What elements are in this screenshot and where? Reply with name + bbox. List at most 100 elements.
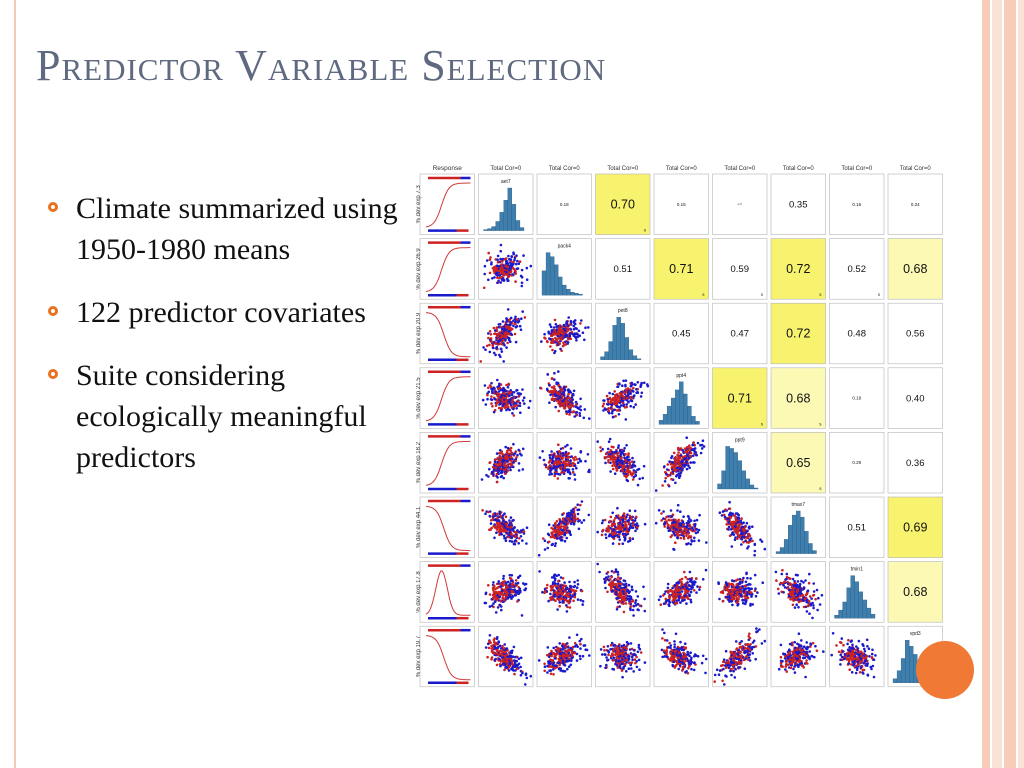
scatter-point	[744, 597, 747, 600]
scatter-point	[559, 585, 562, 588]
scatter-point	[488, 271, 492, 275]
scatter-point	[508, 595, 511, 598]
scatter-point	[740, 535, 744, 539]
scatter-point	[516, 589, 519, 593]
scatter-point	[689, 461, 692, 464]
scatter-point	[750, 595, 753, 598]
histogram-bar	[838, 609, 843, 619]
histogram-bar	[850, 575, 855, 619]
variable-label: tmin1	[851, 567, 863, 573]
scatter-point	[525, 278, 529, 281]
scatter-point	[501, 389, 505, 392]
scatter-point	[738, 580, 742, 584]
scatter-point	[818, 603, 822, 606]
scatter-point	[614, 393, 617, 397]
scatter-point	[565, 397, 568, 401]
scatter-point	[805, 598, 809, 602]
scatter-point	[730, 545, 734, 548]
scatter-point	[746, 576, 749, 580]
scatter-point	[546, 388, 549, 392]
scatter-point	[549, 589, 553, 592]
scatter-point	[548, 401, 551, 404]
scatter-point	[608, 396, 612, 400]
scatter-point	[677, 518, 680, 522]
scatter-point	[614, 583, 617, 586]
scatter-point	[680, 590, 684, 593]
scatter-point	[499, 249, 502, 253]
scatter-point	[549, 598, 553, 602]
scatter-point	[538, 570, 541, 573]
scatter-point	[779, 581, 783, 585]
scatter-point	[513, 404, 517, 407]
scatter-point	[619, 452, 623, 455]
scatter-point	[487, 646, 491, 650]
scatter-point	[498, 510, 501, 513]
scatter-point	[624, 475, 628, 479]
scatter-point	[675, 601, 679, 605]
correlation-value: 0.36	[906, 458, 925, 469]
scatter-point	[497, 396, 501, 399]
scatter-point	[693, 536, 696, 540]
scatter-point	[518, 401, 522, 405]
scatter-point	[726, 584, 729, 587]
scatter-point	[688, 535, 691, 538]
histogram-bar	[846, 587, 851, 619]
scatter-point	[643, 609, 647, 613]
significance-flag: s	[819, 421, 822, 426]
scatter-point	[624, 585, 627, 588]
scatter-point	[521, 399, 525, 402]
scatter-point	[558, 398, 562, 402]
scatter-point	[508, 466, 512, 469]
scatter-point	[689, 528, 693, 532]
scatter-point	[674, 518, 677, 522]
scatter-point	[578, 457, 581, 461]
scatter-point	[499, 532, 503, 535]
response-header: Response	[433, 165, 463, 172]
scatter-point	[682, 461, 686, 465]
scatter-point	[614, 532, 617, 536]
scatter-point	[744, 539, 747, 543]
scatter-point	[680, 469, 684, 472]
scatter-point	[689, 519, 693, 522]
scatter-point	[572, 461, 575, 465]
scatter-point	[634, 599, 638, 602]
scatter-point	[680, 596, 684, 599]
correlation-value: 0.51	[848, 522, 867, 533]
scatter-point	[619, 527, 623, 531]
scatter-point	[701, 578, 705, 581]
scatter-point	[737, 516, 741, 520]
scatter-point	[718, 511, 722, 514]
scatter-point	[538, 456, 542, 459]
scatter-point	[802, 605, 806, 609]
scatter-point	[611, 511, 614, 515]
scatter-point	[691, 583, 694, 586]
scatter-point	[604, 461, 607, 465]
scatter-point	[506, 341, 509, 345]
scatter-point	[636, 526, 639, 529]
scatter-point	[556, 452, 560, 455]
scatter-point	[516, 259, 519, 263]
scatter-point	[619, 582, 623, 586]
histogram-bar	[562, 284, 567, 296]
scatter-point	[508, 394, 511, 398]
scatter-point	[686, 449, 690, 452]
scatter-point	[625, 397, 629, 400]
scatter-point	[505, 277, 509, 281]
scatter-point	[636, 381, 640, 384]
scatter-point	[514, 315, 517, 319]
scatter-point	[501, 458, 504, 462]
scatter-point	[528, 399, 532, 403]
scatter-point	[588, 417, 591, 420]
scatter-point	[668, 460, 671, 463]
scatter-point	[736, 590, 739, 594]
scatter-point	[614, 593, 618, 596]
scatter-point	[505, 320, 509, 323]
scatter-point	[743, 594, 746, 598]
scatter-point	[600, 533, 604, 537]
scatter-points	[484, 634, 533, 686]
scatter-point	[617, 459, 620, 462]
scatter-point	[561, 586, 565, 589]
scatter-point	[494, 462, 497, 466]
scatter-point	[587, 326, 590, 329]
scatter-point	[685, 436, 688, 440]
